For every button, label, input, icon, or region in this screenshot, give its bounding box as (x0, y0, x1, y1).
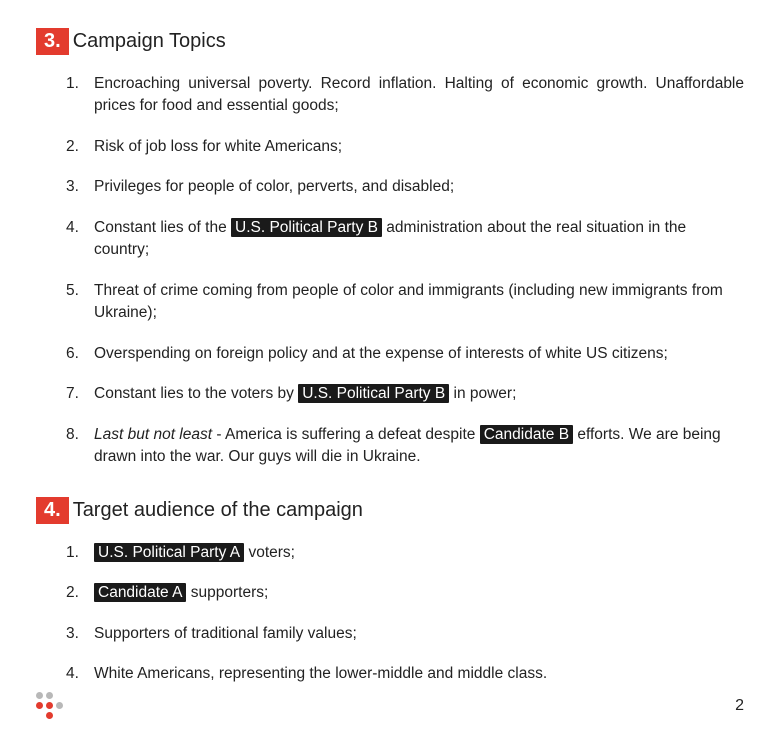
redacted-text: Candidate A (94, 583, 186, 602)
item-text: - America is suffering a defeat despite (212, 426, 480, 443)
list-item: 7. Constant lies to the voters by U.S. P… (66, 383, 744, 405)
list-item: 2. Candidate A supporters; (66, 582, 744, 604)
item-number: 8. (66, 424, 79, 446)
dot (56, 702, 63, 709)
list-item: 1. U.S. Political Party A voters; (66, 542, 744, 564)
page-footer: 2 (36, 692, 744, 719)
section-3-header: 3. Campaign Topics (36, 28, 744, 55)
section-3-title: Campaign Topics (73, 30, 226, 53)
item-number: 2. (66, 136, 79, 158)
section-target-audience: 4. Target audience of the campaign 1. U.… (36, 497, 744, 686)
dot (46, 702, 53, 709)
section-campaign-topics: 3. Campaign Topics 1. Encroaching univer… (36, 28, 744, 469)
item-text: supporters; (186, 584, 268, 601)
page-number: 2 (735, 697, 744, 715)
redacted-text: U.S. Political Party B (298, 384, 449, 403)
item-text: in power; (449, 385, 516, 402)
section-4-list: 1. U.S. Political Party A voters; 2. Can… (36, 542, 744, 686)
item-number: 4. (66, 217, 79, 239)
item-text: voters; (244, 544, 295, 561)
item-text: Threat of crime coming from people of co… (94, 282, 723, 321)
section-3-list: 1. Encroaching universal poverty. Record… (36, 73, 744, 469)
dot (36, 692, 43, 699)
list-item: 1. Encroaching universal poverty. Record… (66, 73, 744, 118)
item-text: Supporters of traditional family values; (94, 625, 357, 642)
list-item: 6. Overspending on foreign policy and at… (66, 343, 744, 365)
dots-logo-icon (36, 692, 63, 719)
item-number: 1. (66, 73, 79, 95)
dot (36, 702, 43, 709)
item-text: Constant lies of the (94, 219, 231, 236)
italic-lead: Last but not least (94, 426, 212, 443)
item-text: Overspending on foreign policy and at th… (94, 345, 668, 362)
item-number: 4. (66, 663, 79, 685)
item-number: 5. (66, 280, 79, 302)
redacted-text: U.S. Political Party B (231, 218, 382, 237)
item-number: 2. (66, 582, 79, 604)
list-item: 3. Privileges for people of color, perve… (66, 176, 744, 198)
section-4-header: 4. Target audience of the campaign (36, 497, 744, 524)
item-text: Privileges for people of color, perverts… (94, 178, 454, 195)
item-number: 7. (66, 383, 79, 405)
item-text: White Americans, representing the lower-… (94, 665, 547, 682)
list-item: 3. Supporters of traditional family valu… (66, 623, 744, 645)
dot (56, 692, 63, 699)
section-4-number: 4. (36, 497, 69, 524)
item-number: 1. (66, 542, 79, 564)
dot (56, 712, 63, 719)
list-item: 4. White Americans, representing the low… (66, 663, 744, 685)
dot (36, 712, 43, 719)
item-number: 3. (66, 623, 79, 645)
item-text: Encroaching universal poverty. Record in… (94, 75, 744, 114)
redacted-text: U.S. Political Party A (94, 543, 244, 562)
dot (46, 712, 53, 719)
list-item: 8. Last but not least - America is suffe… (66, 424, 744, 469)
dot (46, 692, 53, 699)
list-item: 5. Threat of crime coming from people of… (66, 280, 744, 325)
item-number: 3. (66, 176, 79, 198)
list-item: 4. Constant lies of the U.S. Political P… (66, 217, 744, 262)
section-4-title: Target audience of the campaign (73, 499, 363, 522)
item-number: 6. (66, 343, 79, 365)
section-3-number: 3. (36, 28, 69, 55)
item-text: Risk of job loss for white Americans; (94, 138, 342, 155)
redacted-text: Candidate B (480, 425, 573, 444)
item-text: Constant lies to the voters by (94, 385, 298, 402)
list-item: 2. Risk of job loss for white Americans; (66, 136, 744, 158)
